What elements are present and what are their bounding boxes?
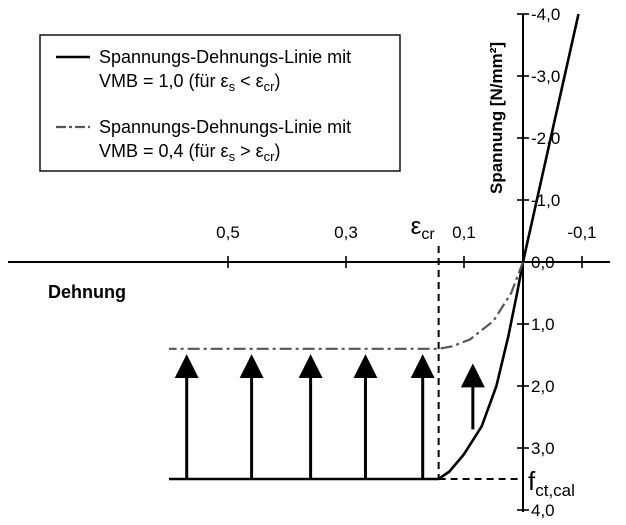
- x-ticks: 0,5 0,3 0,1 -0,1: [216, 223, 597, 268]
- y-tick-label: 0,0: [531, 253, 555, 272]
- legend-entry-2-line2: VMB = 0,4 (für εs > εcr): [99, 141, 280, 164]
- fct-cal-label: fct,cal: [528, 466, 575, 500]
- y-tick-label: 4,0: [531, 501, 555, 520]
- x-axis-label: Dehnung: [48, 282, 126, 302]
- legend-entry-2-line1: Spannungs-Dehnungs-Linie mit: [99, 117, 351, 137]
- y-tick-label: 2,0: [531, 377, 555, 396]
- y-tick-label: 3,0: [531, 439, 555, 458]
- y-tick-label: -3,0: [531, 67, 560, 86]
- x-tick-label: 0,5: [216, 223, 240, 242]
- stress-arrows: [174, 354, 485, 479]
- legend: Spannungs-Dehnungs-Linie mit VMB = 1,0 (…: [39, 34, 401, 172]
- y-axis-label: Spannung [N/mm²]: [487, 42, 506, 194]
- eps-cr-label: εcr: [411, 213, 436, 243]
- series-line-vmb-1-0: [169, 13, 580, 481]
- x-tick-label: 0,3: [334, 223, 358, 242]
- legend-entry-1-line1: Spannungs-Dehnungs-Linie mit: [99, 47, 351, 67]
- y-tick-label: -4,0: [531, 5, 560, 24]
- x-tick-label: -0,1: [567, 223, 596, 242]
- x-tick-label: 0,1: [452, 223, 476, 242]
- y-tick-label: 1,0: [531, 315, 555, 334]
- legend-entry-1-line2: VMB = 1,0 (für εs < εcr): [99, 71, 280, 94]
- series-line-vmb-0-4: [169, 261, 525, 350]
- y-tick-label: -2,0: [531, 129, 560, 148]
- y-ticks: -4,0-3,0-2,0-1,00,01,02,03,04,0: [517, 5, 560, 520]
- legend-box: [39, 34, 401, 172]
